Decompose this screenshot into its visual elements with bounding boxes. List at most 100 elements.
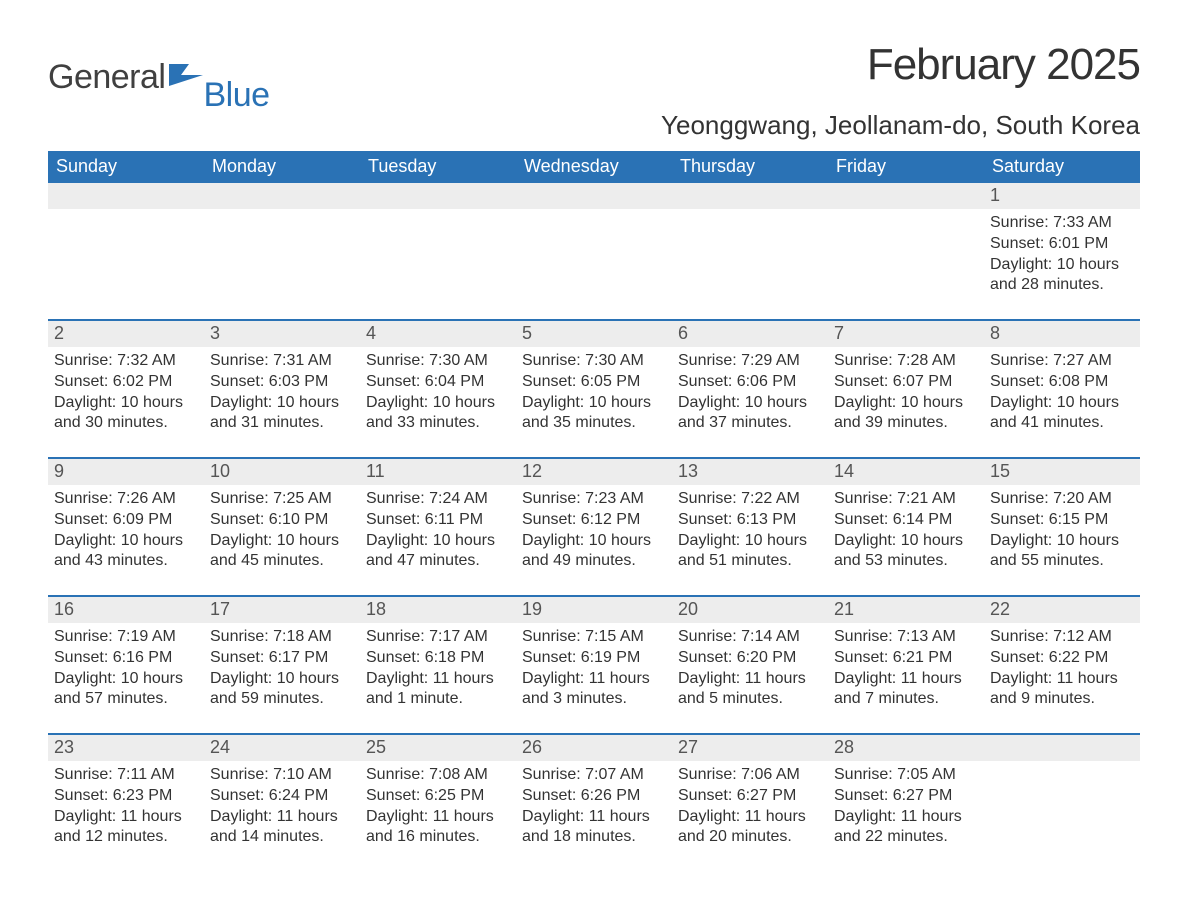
day-detail: Sunrise: 7:07 AMSunset: 6:26 PMDaylight:… [520, 765, 668, 848]
day-number [204, 183, 360, 209]
calendar-day: 15 Sunrise: 7:20 AMSunset: 6:15 PMDayligh… [984, 459, 1140, 577]
sunset-text: Sunset: 6:23 PM [54, 786, 200, 807]
calendar-day [984, 735, 1140, 853]
day-number: 9 [48, 459, 204, 485]
day-number: 14 [828, 459, 984, 485]
sunset-text: Sunset: 6:27 PM [834, 786, 980, 807]
day-number: 15 [984, 459, 1140, 485]
daylight-text: Daylight: 10 hours and 30 minutes. [54, 393, 200, 435]
calendar-day [48, 183, 204, 301]
day-detail: Sunrise: 7:27 AMSunset: 6:08 PMDaylight:… [988, 351, 1136, 434]
sunset-text: Sunset: 6:11 PM [366, 510, 512, 531]
day-number: 10 [204, 459, 360, 485]
calendar-day: 11Sunrise: 7:24 AMSunset: 6:11 PMDayligh… [360, 459, 516, 577]
calendar-day: 28Sunrise: 7:05 AMSunset: 6:27 PMDayligh… [828, 735, 984, 853]
day-detail: Sunrise: 7:06 AMSunset: 6:27 PMDaylight:… [676, 765, 824, 848]
daylight-text: Daylight: 10 hours and 57 minutes. [54, 669, 200, 711]
day-number: 4 [360, 321, 516, 347]
day-detail: Sunrise: 7:23 AMSunset: 6:12 PMDaylight:… [520, 489, 668, 572]
sunrise-text: Sunrise: 7:30 AM [522, 351, 668, 372]
sunrise-text: Sunrise: 7:28 AM [834, 351, 980, 372]
day-number: 6 [672, 321, 828, 347]
sunrise-text: Sunrise: 7:33 AM [990, 213, 1136, 234]
day-detail: Sunrise: 7:22 AMSunset: 6:13 PMDaylight:… [676, 489, 824, 572]
day-detail: Sunrise: 7:24 AMSunset: 6:11 PMDaylight:… [364, 489, 512, 572]
sunset-text: Sunset: 6:01 PM [990, 234, 1136, 255]
daylight-text: Daylight: 11 hours and 20 minutes. [678, 807, 824, 849]
day-number: 7 [828, 321, 984, 347]
calendar-day: 19Sunrise: 7:15 AMSunset: 6:19 PMDayligh… [516, 597, 672, 715]
sunset-text: Sunset: 6:21 PM [834, 648, 980, 669]
calendar: Sunday Monday Tuesday Wednesday Thursday… [48, 151, 1140, 853]
day-number: 27 [672, 735, 828, 761]
daylight-text: Daylight: 10 hours and 37 minutes. [678, 393, 824, 435]
daylight-text: Daylight: 10 hours and 55 minutes. [990, 531, 1136, 573]
sunrise-text: Sunrise: 7:11 AM [54, 765, 200, 786]
day-number: 24 [204, 735, 360, 761]
sunrise-text: Sunrise: 7:21 AM [834, 489, 980, 510]
calendar-day: 12Sunrise: 7:23 AMSunset: 6:12 PMDayligh… [516, 459, 672, 577]
sunrise-text: Sunrise: 7:20 AM [990, 489, 1136, 510]
sunrise-text: Sunrise: 7:17 AM [366, 627, 512, 648]
day-number: 20 [672, 597, 828, 623]
header: General Blue February 2025 Yeonggwang, J… [48, 40, 1140, 141]
sunset-text: Sunset: 6:26 PM [522, 786, 668, 807]
sunset-text: Sunset: 6:13 PM [678, 510, 824, 531]
day-number [828, 183, 984, 209]
daylight-text: Daylight: 11 hours and 5 minutes. [678, 669, 824, 711]
day-detail: Sunrise: 7:19 AMSunset: 6:16 PMDaylight:… [52, 627, 200, 710]
day-number: 3 [204, 321, 360, 347]
sunset-text: Sunset: 6:27 PM [678, 786, 824, 807]
day-number [48, 183, 204, 209]
day-detail: Sunrise: 7:33 AMSunset: 6:01 PMDaylight:… [988, 213, 1136, 296]
day-detail: Sunrise: 7:31 AMSunset: 6:03 PMDaylight:… [208, 351, 356, 434]
month-title: February 2025 [661, 40, 1140, 90]
sunrise-text: Sunrise: 7:32 AM [54, 351, 200, 372]
daylight-text: Daylight: 10 hours and 28 minutes. [990, 255, 1136, 297]
sunrise-text: Sunrise: 7:13 AM [834, 627, 980, 648]
daylight-text: Daylight: 10 hours and 45 minutes. [210, 531, 356, 573]
day-number: 26 [516, 735, 672, 761]
day-detail: Sunrise: 7:13 AMSunset: 6:21 PMDaylight:… [832, 627, 980, 710]
daylight-text: Daylight: 10 hours and 39 minutes. [834, 393, 980, 435]
brand-name-main: General [48, 58, 165, 97]
sunrise-text: Sunrise: 7:22 AM [678, 489, 824, 510]
sunset-text: Sunset: 6:05 PM [522, 372, 668, 393]
day-number [984, 735, 1140, 761]
day-number: 23 [48, 735, 204, 761]
calendar-day [672, 183, 828, 301]
daylight-text: Daylight: 11 hours and 18 minutes. [522, 807, 668, 849]
calendar-day: 9Sunrise: 7:26 AMSunset: 6:09 PMDaylight… [48, 459, 204, 577]
daylight-text: Daylight: 11 hours and 16 minutes. [366, 807, 512, 849]
daylight-text: Daylight: 10 hours and 35 minutes. [522, 393, 668, 435]
sunset-text: Sunset: 6:20 PM [678, 648, 824, 669]
calendar-week: 2Sunrise: 7:32 AMSunset: 6:02 PMDaylight… [48, 319, 1140, 439]
day-number: 16 [48, 597, 204, 623]
sunset-text: Sunset: 6:15 PM [990, 510, 1136, 531]
daylight-text: Daylight: 11 hours and 3 minutes. [522, 669, 668, 711]
day-number: 19 [516, 597, 672, 623]
calendar-day: 5Sunrise: 7:30 AMSunset: 6:05 PMDaylight… [516, 321, 672, 439]
calendar-day: 4Sunrise: 7:30 AMSunset: 6:04 PMDaylight… [360, 321, 516, 439]
sunrise-text: Sunrise: 7:05 AM [834, 765, 980, 786]
day-detail: Sunrise: 7:32 AMSunset: 6:02 PMDaylight:… [52, 351, 200, 434]
day-detail: Sunrise: 7:11 AMSunset: 6:23 PMDaylight:… [52, 765, 200, 848]
sunrise-text: Sunrise: 7:25 AM [210, 489, 356, 510]
day-number: 25 [360, 735, 516, 761]
daylight-text: Daylight: 10 hours and 47 minutes. [366, 531, 512, 573]
sunrise-text: Sunrise: 7:10 AM [210, 765, 356, 786]
sunset-text: Sunset: 6:25 PM [366, 786, 512, 807]
day-number: 13 [672, 459, 828, 485]
day-detail: Sunrise: 7:12 AMSunset: 6:22 PMDaylight:… [988, 627, 1136, 710]
sunrise-text: Sunrise: 7:31 AM [210, 351, 356, 372]
sunset-text: Sunset: 6:19 PM [522, 648, 668, 669]
sunrise-text: Sunrise: 7:26 AM [54, 489, 200, 510]
calendar-day: 7Sunrise: 7:28 AMSunset: 6:07 PMDaylight… [828, 321, 984, 439]
sunset-text: Sunset: 6:10 PM [210, 510, 356, 531]
day-number: 8 [984, 321, 1140, 347]
weekday-header: Saturday [984, 151, 1140, 183]
sunset-text: Sunset: 6:04 PM [366, 372, 512, 393]
sunrise-text: Sunrise: 7:30 AM [366, 351, 512, 372]
calendar-day: 21Sunrise: 7:13 AMSunset: 6:21 PMDayligh… [828, 597, 984, 715]
sunset-text: Sunset: 6:03 PM [210, 372, 356, 393]
